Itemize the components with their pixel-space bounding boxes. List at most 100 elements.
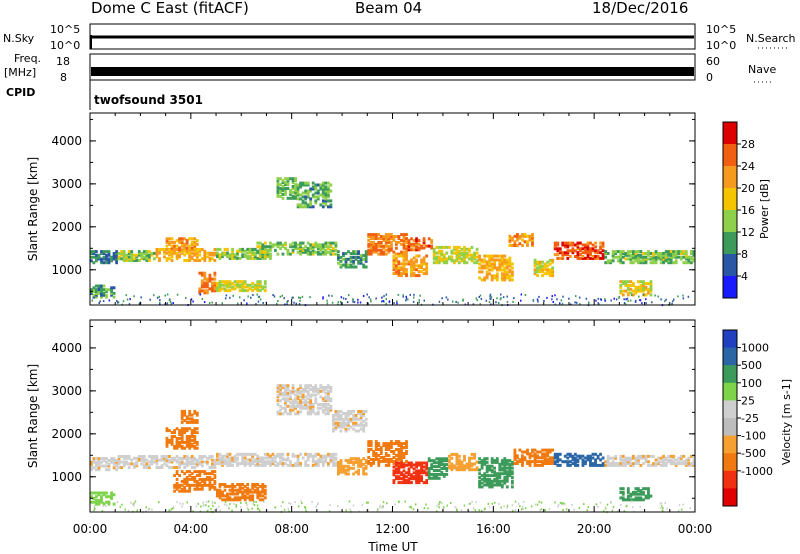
data-cell [296,410,300,414]
data-cell [548,460,552,464]
data-cell [324,197,328,201]
data-cell [112,460,116,464]
data-cell [594,460,597,464]
data-cell [190,444,194,448]
data-cell [112,502,116,506]
data-cell [568,297,570,300]
data-cell [562,502,565,505]
data-cell [619,291,623,295]
data-cell [500,293,502,296]
data-cell [495,276,499,280]
data-cell [551,462,555,465]
data-cell [188,244,192,248]
data-cell [460,464,464,468]
data-cell [488,474,492,478]
data-cell [321,201,325,205]
data-cell [407,481,411,485]
data-cell [374,448,378,451]
data-cell [649,255,653,259]
data-cell [420,258,423,262]
data-cell [390,240,393,244]
data-cell [470,462,474,466]
data-cell [289,397,292,401]
data-cell [458,261,461,265]
data-cell [228,488,232,492]
data-cell [508,256,512,260]
data-cell [228,283,232,287]
data-cell [476,299,479,302]
data-cell [120,466,124,469]
data-cell [417,481,421,485]
data-cell [621,458,625,462]
data-cell [679,456,683,460]
data-cell [190,438,194,442]
data-cell [243,496,247,500]
data-cell [410,463,413,467]
data-cell [198,287,202,291]
data-cell [116,301,119,304]
data-cell [409,293,411,296]
data-cell [390,444,393,448]
data-cell [634,496,638,500]
data-cell [490,268,494,272]
data-cell [243,253,247,257]
data-cell [175,472,179,476]
data-cell [432,476,436,480]
data-cell [102,502,106,506]
data-cell [379,252,383,256]
data-cell [679,257,683,261]
velocity-colorbar-segment [723,365,737,384]
data-cell [647,250,650,254]
data-cell [384,235,388,238]
data-cell [188,253,192,257]
data-cell [153,257,156,261]
data-cell [92,252,96,255]
data-cell [569,452,572,456]
data-cell [468,458,471,462]
data-cell [311,205,315,209]
data-cell [374,233,378,237]
data-cell [279,460,282,464]
data-cell [367,250,371,254]
data-cell [455,253,459,257]
data-cell [200,470,204,474]
data-cell [379,452,383,455]
data-cell [311,406,315,410]
data-cell [597,302,600,305]
data-cell [180,438,184,442]
data-cell [644,494,648,498]
data-cell [611,508,614,511]
data-cell [334,245,338,249]
data-cell [135,462,139,466]
data-cell [379,446,383,450]
data-cell [256,283,260,287]
data-cell [299,185,302,189]
data-cell [460,247,464,251]
data-cell [521,505,524,508]
data-cell [581,251,585,255]
data-cell [100,284,103,288]
data-cell [352,466,355,470]
data-cell [251,507,253,510]
data-cell [626,253,630,257]
data-cell [281,386,285,389]
data-cell [503,276,507,280]
data-cell [604,261,608,265]
data-cell [327,462,330,466]
data-cell [301,250,305,254]
data-cell [493,474,497,478]
data-cell [286,404,290,408]
data-cell [299,296,302,299]
data-cell [216,289,219,293]
data-cell [112,295,116,299]
data-cell [390,450,393,453]
data-cell [248,251,252,255]
data-cell [347,423,350,427]
data-cell [649,261,653,265]
data-cell [512,509,514,512]
cpid-value: twofsound 3501 [94,93,203,107]
data-cell [203,273,207,277]
data-cell [112,255,116,259]
data-cell [258,280,262,284]
data-cell [127,255,131,259]
